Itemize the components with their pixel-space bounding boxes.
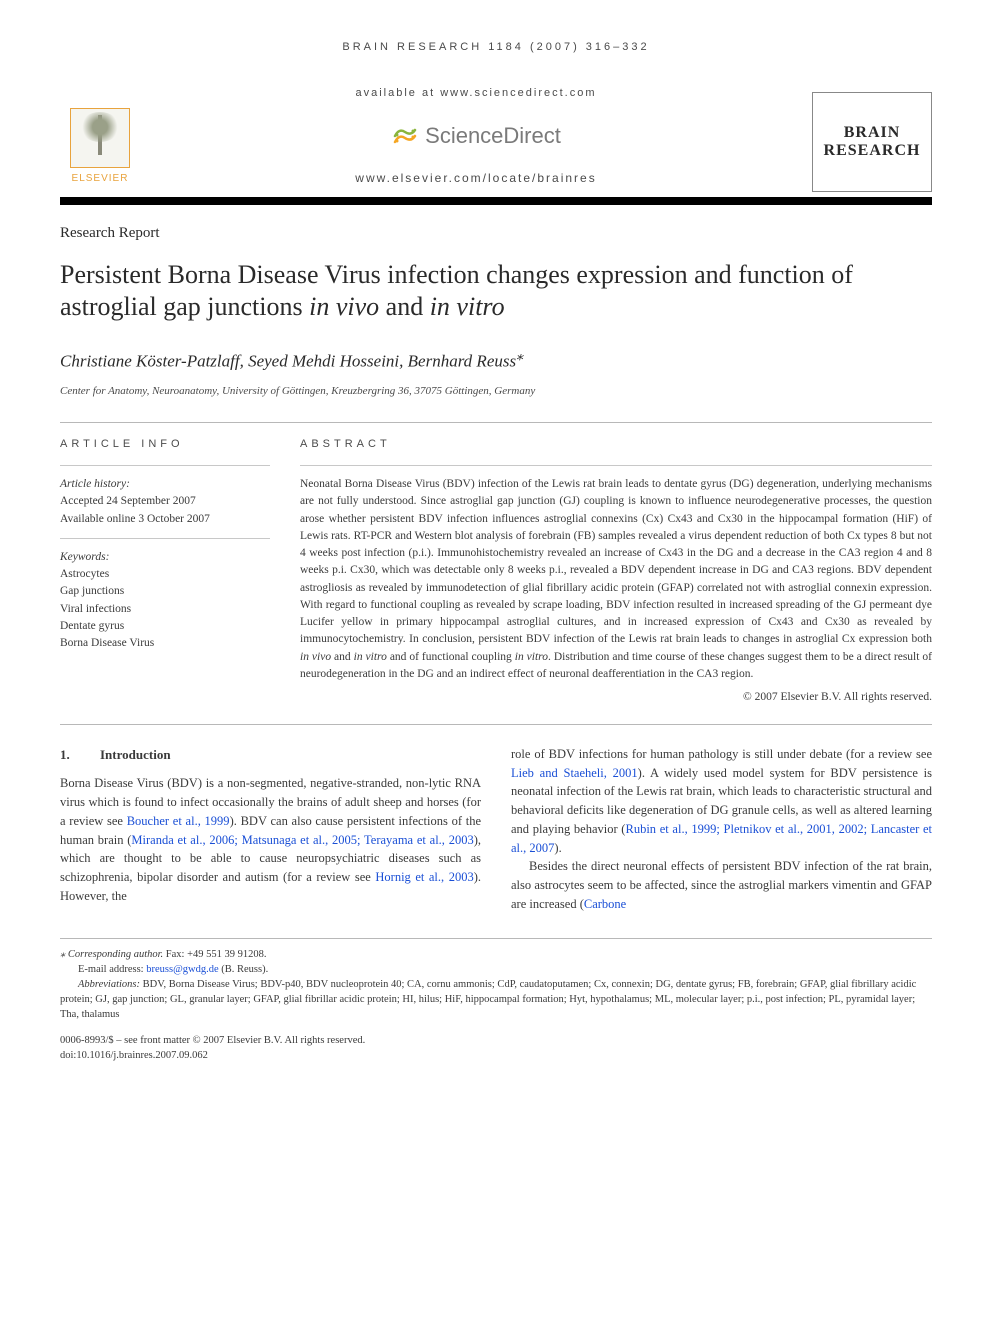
sciencedirect-text: ScienceDirect xyxy=(425,120,561,152)
body-columns: 1.Introduction Borna Disease Virus (BDV)… xyxy=(60,745,932,914)
history-label: Article history: xyxy=(60,476,270,493)
citation-link[interactable]: Hornig et al., 2003 xyxy=(375,870,473,884)
citation-link[interactable]: Lieb and Staeheli, 2001 xyxy=(511,766,638,780)
info-sep-1 xyxy=(60,465,270,466)
abbrev-label: Abbreviations: xyxy=(78,979,140,990)
title-part-2: and xyxy=(379,292,430,321)
journal-cover: BRAIN RESEARCH xyxy=(812,92,932,192)
journal-cover-title-2: RESEARCH xyxy=(824,142,921,160)
footnotes: ⁎ Corresponding author. Fax: +49 551 39 … xyxy=(60,938,932,1023)
citation-link[interactable]: Miranda et al., 2006; Matsunaga et al., … xyxy=(131,833,473,847)
journal-cover-title-1: BRAIN xyxy=(844,124,901,142)
corr-fax: Fax: +49 551 39 91208. xyxy=(163,949,266,960)
section-label: Research Report xyxy=(60,223,932,245)
keywords-label: Keywords: xyxy=(60,549,270,566)
email-line: E-mail address: breuss@gwdg.de (B. Reuss… xyxy=(60,962,932,977)
section-1-num: 1. xyxy=(60,745,100,765)
intro-text-r3: ). xyxy=(554,841,561,855)
abstract-text: Neonatal Borna Disease Virus (BDV) infec… xyxy=(300,476,932,683)
sciencedirect-logo: ScienceDirect xyxy=(391,120,561,152)
abbrev-text: BDV, Borna Disease Virus; BDV-p40, BDV n… xyxy=(60,979,916,1020)
abstract-sep xyxy=(300,465,932,466)
abstract-copyright: © 2007 Elsevier B.V. All rights reserved… xyxy=(300,689,932,706)
corr-author-marker: ⁎ xyxy=(516,348,523,364)
abbreviations: Abbreviations: BDV, Borna Disease Virus;… xyxy=(60,977,932,1023)
affiliation: Center for Anatomy, Neuroanatomy, Univer… xyxy=(60,384,932,400)
keyword: Gap junctions xyxy=(60,583,270,600)
body-column-right: role of BDV infections for human patholo… xyxy=(511,745,932,914)
accepted-date: Accepted 24 September 2007 xyxy=(60,493,270,510)
intro-para-right-1: role of BDV infections for human patholo… xyxy=(511,745,932,858)
corr-label: ⁎ Corresponding author. xyxy=(60,949,163,960)
abstract-head: ABSTRACT xyxy=(300,437,932,453)
masthead-center: available at www.sciencedirect.com Scien… xyxy=(140,86,812,197)
footer-meta: 0006-8993/$ – see front matter © 2007 El… xyxy=(60,1033,932,1063)
elsevier-tree-icon xyxy=(70,108,130,168)
abstract-ital-1: in vivo xyxy=(300,651,331,663)
keywords-block: Keywords: Astrocytes Gap junctions Viral… xyxy=(60,549,270,653)
masthead: ELSEVIER available at www.sciencedirect.… xyxy=(60,86,932,205)
email-link[interactable]: breuss@gwdg.de xyxy=(146,964,218,975)
body-column-left: 1.Introduction Borna Disease Virus (BDV)… xyxy=(60,745,481,914)
abstract-part-2: and xyxy=(331,651,354,663)
intro-para-right-2: Besides the direct neuronal effects of p… xyxy=(511,857,932,913)
keyword: Astrocytes xyxy=(60,566,270,583)
citation-link[interactable]: Carbone xyxy=(584,897,626,911)
abstract-column: ABSTRACT Neonatal Borna Disease Virus (B… xyxy=(300,437,932,706)
email-tail: (B. Reuss). xyxy=(219,964,269,975)
intro-para-left: Borna Disease Virus (BDV) is a non-segme… xyxy=(60,774,481,905)
running-head: BRAIN RESEARCH 1184 (2007) 316–332 xyxy=(60,40,932,56)
article-info-head: ARTICLE INFO xyxy=(60,437,270,453)
abstract-ital-2: in vitro xyxy=(354,651,387,663)
issn-copyright: 0006-8993/$ – see front matter © 2007 El… xyxy=(60,1033,932,1048)
abstract-part-3: and of functional coupling xyxy=(387,651,515,663)
authors-list: Christiane Köster-Patzlaff, Seyed Mehdi … xyxy=(60,352,516,371)
intro-text-r1: role of BDV infections for human patholo… xyxy=(511,747,932,761)
section-1-title: Introduction xyxy=(100,747,171,762)
intro-text-r4: Besides the direct neuronal effects of p… xyxy=(511,859,932,911)
email-label: E-mail address: xyxy=(78,964,146,975)
article-info-column: ARTICLE INFO Article history: Accepted 2… xyxy=(60,437,270,706)
keyword: Borna Disease Virus xyxy=(60,635,270,652)
divider-top xyxy=(60,422,932,423)
article-history: Article history: Accepted 24 September 2… xyxy=(60,476,270,528)
info-sep-2 xyxy=(60,538,270,539)
journal-url: www.elsevier.com/locate/brainres xyxy=(160,170,792,187)
keyword: Viral infections xyxy=(60,601,270,618)
divider-bottom xyxy=(60,724,932,725)
sciencedirect-icon xyxy=(391,122,419,150)
title-ital-2: in vitro xyxy=(430,292,505,321)
abstract-ital-3: in vitro xyxy=(515,651,548,663)
available-at: available at www.sciencedirect.com xyxy=(160,86,792,102)
article-title: Persistent Borna Disease Virus infection… xyxy=(60,259,932,324)
abstract-part-1: Neonatal Borna Disease Virus (BDV) infec… xyxy=(300,478,932,645)
elsevier-label: ELSEVIER xyxy=(72,172,129,187)
authors: Christiane Köster-Patzlaff, Seyed Mehdi … xyxy=(60,346,932,374)
elsevier-logo: ELSEVIER xyxy=(60,97,140,187)
title-ital-1: in vivo xyxy=(309,292,379,321)
available-online-date: Available online 3 October 2007 xyxy=(60,511,270,528)
citation-link[interactable]: Boucher et al., 1999 xyxy=(127,814,230,828)
doi: doi:10.1016/j.brainres.2007.09.062 xyxy=(60,1048,932,1063)
info-abstract-row: ARTICLE INFO Article history: Accepted 2… xyxy=(60,437,932,706)
keyword: Dentate gyrus xyxy=(60,618,270,635)
corresponding-author: ⁎ Corresponding author. Fax: +49 551 39 … xyxy=(60,947,932,962)
section-1-head: 1.Introduction xyxy=(60,745,481,765)
